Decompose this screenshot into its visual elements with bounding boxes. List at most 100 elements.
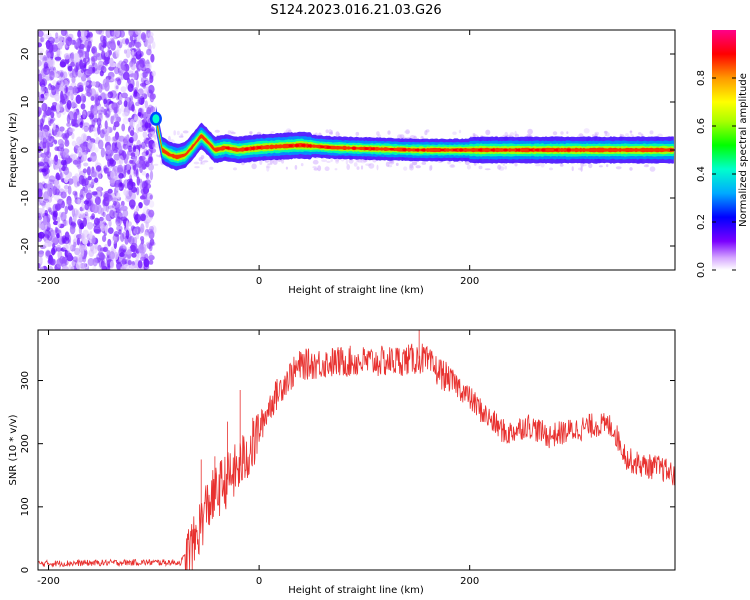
noise-speckle — [83, 186, 88, 194]
noise-speckle — [50, 111, 55, 119]
noise-speckle — [89, 230, 93, 240]
noise-speckle — [89, 88, 97, 97]
noise-speckle — [133, 169, 138, 177]
noise-speckle — [44, 229, 51, 239]
noise-speckle — [79, 121, 83, 128]
noise-speckle — [141, 181, 148, 191]
noise-speckle — [133, 166, 139, 175]
noise-speckle — [149, 252, 153, 258]
noise-speckle — [118, 173, 124, 179]
noise-speckle — [90, 95, 95, 101]
noise-speckle — [47, 36, 55, 45]
noise-speckle — [98, 42, 102, 51]
noise-speckle — [127, 83, 134, 92]
haze-speckle — [198, 157, 203, 162]
noise-speckle — [89, 142, 96, 152]
noise-speckle — [116, 206, 122, 214]
ridge-peak-dot — [452, 148, 458, 152]
noise-speckle — [122, 71, 130, 81]
colorbar-label: Normalized spectral amplitude — [738, 73, 749, 227]
noise-speckle — [65, 200, 73, 207]
noise-speckle — [79, 59, 83, 70]
haze-speckle — [294, 165, 298, 170]
haze-speckle — [377, 134, 382, 137]
haze-speckle — [365, 163, 372, 166]
noise-speckle — [68, 216, 73, 226]
noise-speckle — [91, 119, 96, 128]
noise-speckle — [140, 32, 146, 40]
noise-speckle — [48, 133, 52, 142]
noise-speckle — [117, 100, 123, 106]
noise-speckle — [135, 30, 142, 35]
noise-speckle — [132, 173, 137, 178]
noise-speckle — [120, 205, 128, 212]
haze-speckle — [312, 166, 317, 169]
noise-speckle — [38, 188, 43, 198]
haze-speckle — [580, 162, 584, 168]
noise-speckle — [38, 59, 42, 67]
noise-speckle — [63, 177, 69, 184]
noise-speckle — [55, 82, 60, 90]
noise-speckle — [129, 60, 134, 67]
noise-speckle — [102, 235, 107, 242]
noise-speckle — [39, 266, 45, 270]
noise-speckle — [81, 199, 85, 209]
haze-speckle — [324, 166, 330, 171]
spectrogram-y-tick-label: -20 — [20, 238, 31, 254]
noise-speckle — [104, 224, 109, 234]
noise-speckle — [76, 181, 81, 187]
noise-speckle — [81, 151, 87, 162]
noise-speckle — [135, 205, 140, 212]
noise-speckle — [43, 61, 49, 69]
noise-speckle — [109, 157, 114, 165]
haze-speckle — [606, 132, 610, 137]
noise-speckle — [84, 50, 90, 60]
noise-speckle — [56, 80, 62, 85]
spectrogram-x-tick-label: 0 — [256, 276, 262, 287]
noise-speckle — [123, 189, 128, 196]
ridge-peak-dot — [528, 148, 533, 152]
haze-speckle — [209, 166, 214, 170]
noise-speckle — [138, 244, 144, 254]
noise-speckle — [126, 249, 132, 259]
noise-speckle — [78, 175, 85, 185]
noise-speckle — [106, 113, 111, 121]
haze-speckle — [387, 130, 391, 135]
noise-speckle — [46, 52, 51, 59]
snr-y-tick-label: 300 — [20, 371, 31, 390]
noise-speckle — [72, 159, 79, 165]
noise-speckle — [54, 165, 59, 170]
noise-speckle — [54, 226, 58, 234]
colorbar-gradient — [712, 30, 736, 270]
haze-speckle — [649, 166, 656, 172]
noise-speckle — [144, 100, 148, 109]
noise-speckle — [83, 217, 87, 227]
haze-speckle — [353, 162, 358, 167]
noise-speckle — [52, 210, 58, 218]
haze-speckle — [152, 143, 156, 149]
noise-speckle — [112, 200, 117, 206]
noise-speckle — [67, 252, 73, 261]
noise-speckle — [144, 121, 149, 129]
noise-speckle — [38, 42, 42, 48]
noise-speckle — [60, 90, 64, 101]
haze-speckle — [397, 134, 402, 140]
noise-speckle — [106, 102, 110, 112]
noise-speckle — [115, 93, 120, 101]
noise-speckle — [57, 159, 61, 165]
ridge-peak-dot — [478, 148, 483, 152]
noise-speckle — [126, 139, 134, 148]
noise-speckle — [130, 152, 136, 157]
noise-speckle — [105, 145, 112, 155]
noise-speckle — [117, 164, 124, 173]
noise-speckle — [88, 141, 93, 150]
noise-speckle — [64, 85, 68, 94]
noise-speckle — [133, 228, 139, 234]
ridge-peak-dot — [320, 145, 325, 149]
noise-speckle — [128, 199, 136, 208]
noise-speckle — [120, 233, 125, 242]
haze-speckle — [182, 130, 189, 134]
noise-speckle — [109, 260, 115, 269]
noise-speckle — [63, 53, 70, 60]
noise-speckle — [145, 150, 149, 156]
